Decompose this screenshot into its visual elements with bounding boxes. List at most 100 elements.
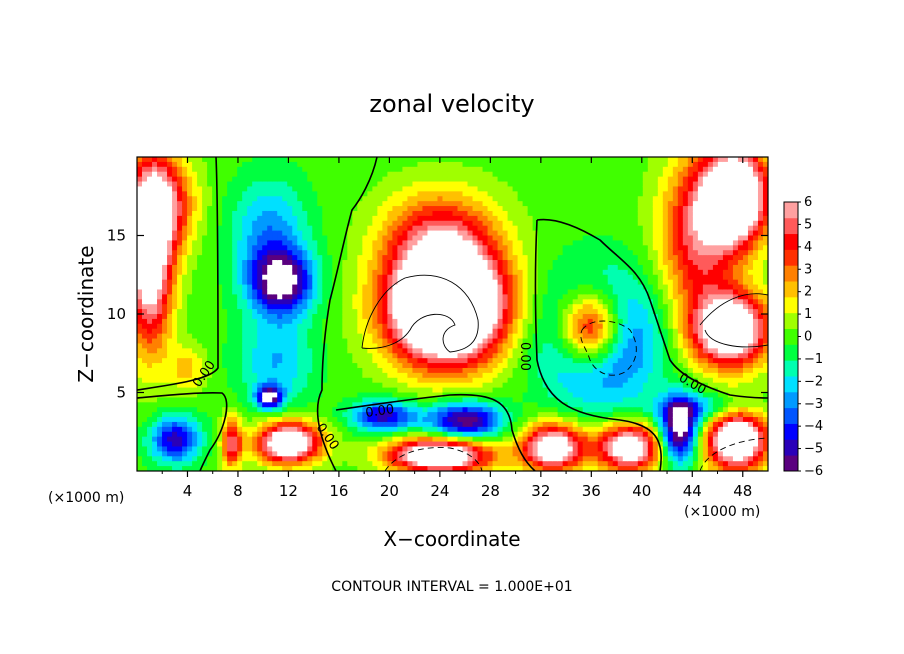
heatmap-cell xyxy=(267,225,273,232)
heatmap-cell xyxy=(282,367,288,374)
heatmap-cell xyxy=(227,314,233,320)
heatmap-cell xyxy=(167,191,173,197)
heatmap-cell xyxy=(322,387,328,394)
heatmap-cell xyxy=(152,333,158,340)
heatmap-cell xyxy=(227,426,233,433)
heatmap-cell xyxy=(167,181,173,188)
heatmap-cell xyxy=(497,201,504,207)
heatmap-cell xyxy=(152,412,158,418)
heatmap-cell xyxy=(322,421,328,428)
heatmap-cell xyxy=(157,304,163,310)
heatmap-cell xyxy=(512,201,519,207)
heatmap-cell xyxy=(467,367,474,374)
heatmap-cell xyxy=(172,240,178,246)
heatmap-cell xyxy=(417,348,424,354)
heatmap-cell xyxy=(397,441,404,448)
heatmap-cell xyxy=(142,353,148,359)
heatmap-cell xyxy=(467,461,474,467)
heatmap-cell xyxy=(377,201,383,207)
heatmap-cell xyxy=(182,446,188,452)
heatmap-cell xyxy=(342,461,348,467)
heatmap-cell xyxy=(257,250,263,256)
heatmap-cell xyxy=(367,191,373,197)
heatmap-cell xyxy=(257,166,263,173)
heatmap-cell xyxy=(292,309,298,315)
heatmap-cell xyxy=(427,397,434,403)
heatmap-cell xyxy=(192,343,198,349)
heatmap-cell xyxy=(172,358,178,364)
heatmap-cell xyxy=(317,176,323,183)
heatmap-cell xyxy=(232,421,238,428)
heatmap-cell xyxy=(277,314,283,320)
heatmap-cell xyxy=(517,328,524,335)
heatmap-cell xyxy=(377,235,383,242)
heatmap-cell xyxy=(287,397,293,403)
heatmap-cell xyxy=(252,382,258,389)
heatmap-cell xyxy=(152,328,158,335)
heatmap-cell xyxy=(212,240,218,246)
heatmap-cell xyxy=(462,260,469,266)
heatmap-cell xyxy=(337,235,343,242)
heatmap-cell xyxy=(257,215,263,222)
heatmap-cell xyxy=(352,309,358,315)
heatmap-cell xyxy=(367,181,373,188)
heatmap-cell xyxy=(342,186,348,192)
heatmap-cell xyxy=(337,323,343,330)
heatmap-cell xyxy=(247,387,253,394)
heatmap-cell xyxy=(332,328,338,335)
heatmap-cell xyxy=(252,225,258,232)
heatmap-cell xyxy=(242,363,248,369)
heatmap-cell xyxy=(162,372,168,379)
heatmap-cell xyxy=(472,397,479,403)
heatmap-cell xyxy=(457,446,464,452)
heatmap-cell xyxy=(462,343,469,349)
heatmap-cell xyxy=(347,323,353,330)
heatmap-cell xyxy=(217,264,223,271)
heatmap-cell xyxy=(177,392,183,399)
heatmap-cell xyxy=(247,240,253,246)
heatmap-cell xyxy=(417,421,424,428)
heatmap-cell xyxy=(257,402,263,408)
heatmap-cell xyxy=(197,225,203,232)
heatmap-cell xyxy=(337,397,343,403)
heatmap-cell xyxy=(502,171,509,178)
heatmap-cell xyxy=(422,186,429,192)
heatmap-cell xyxy=(297,250,303,256)
heatmap-cell xyxy=(152,260,158,266)
heatmap-cell xyxy=(252,417,258,423)
heatmap-cell xyxy=(312,328,318,335)
heatmap-cell xyxy=(277,441,283,448)
heatmap-cell xyxy=(182,230,188,237)
heatmap-cell xyxy=(402,210,409,217)
heatmap-cell xyxy=(297,412,303,418)
heatmap-cell xyxy=(512,235,519,242)
heatmap-cell xyxy=(452,157,459,163)
heatmap-cell xyxy=(247,274,253,281)
heatmap-cell xyxy=(197,176,203,183)
heatmap-cell xyxy=(382,201,388,207)
heatmap-cell xyxy=(177,397,183,403)
heatmap-cell xyxy=(362,210,368,217)
heatmap-cell xyxy=(422,255,429,261)
heatmap-cell xyxy=(472,255,479,261)
heatmap-cell xyxy=(162,353,168,359)
heatmap-cell xyxy=(297,407,303,413)
heatmap-cell xyxy=(457,387,464,394)
heatmap-cell xyxy=(452,201,459,207)
heatmap-cell xyxy=(437,441,444,448)
heatmap-cell xyxy=(452,367,459,374)
heatmap-cell xyxy=(157,240,163,246)
heatmap-cell xyxy=(402,235,409,242)
heatmap-cell xyxy=(357,161,363,168)
heatmap-cell xyxy=(407,220,414,227)
heatmap-cell xyxy=(417,314,424,320)
heatmap-cell xyxy=(267,328,273,335)
heatmap-cell xyxy=(302,309,308,315)
heatmap-cell xyxy=(162,363,168,369)
heatmap-cell xyxy=(462,279,469,286)
heatmap-cell xyxy=(227,431,233,438)
heatmap-cell xyxy=(232,176,238,183)
heatmap-cell xyxy=(417,196,424,202)
heatmap-cell xyxy=(222,304,228,310)
heatmap-cell xyxy=(222,210,228,217)
